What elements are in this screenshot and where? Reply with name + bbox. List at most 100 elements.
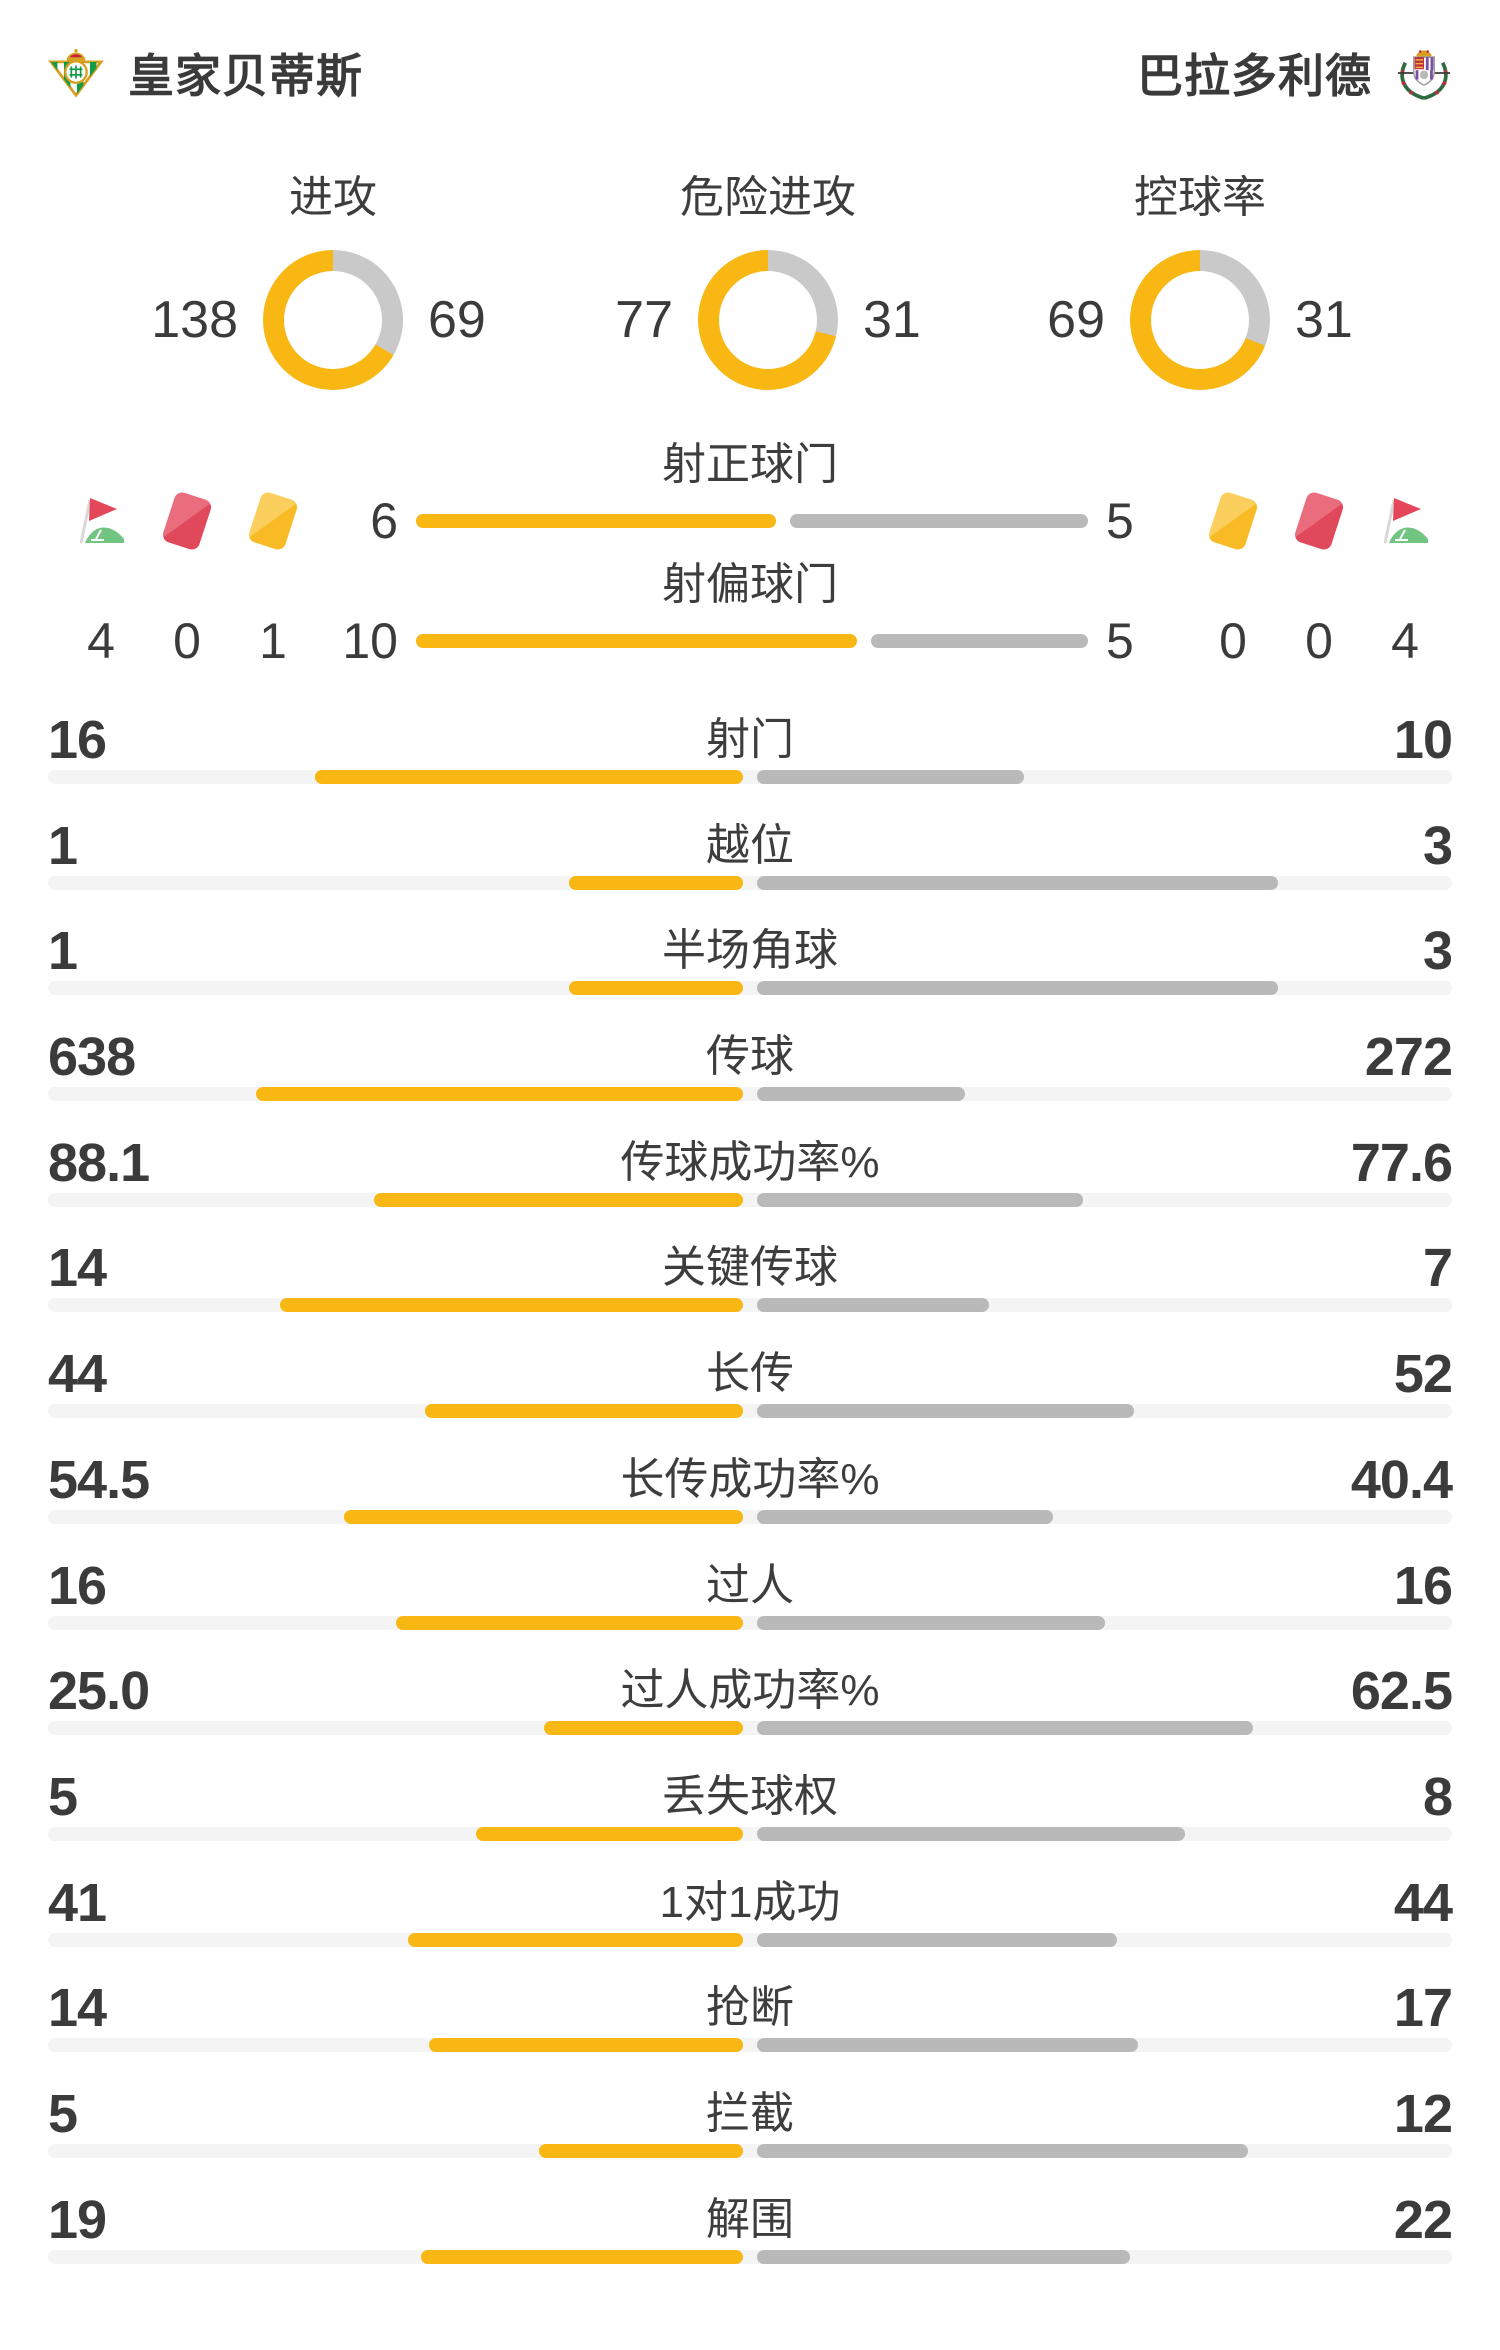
shots-on-target-bar	[416, 514, 1088, 528]
stat-label: 解围	[706, 2194, 794, 2244]
stat-row: 5 丢失球权 8	[0, 1767, 1500, 1875]
stat-label: 越位	[706, 820, 794, 870]
stat-label: 传球成功率%	[620, 1137, 880, 1187]
shots-off-target-row: 4 0 1 10 5 0 0 4	[0, 613, 1500, 669]
away-bar-segment	[757, 770, 1025, 784]
stat-away-value: 44	[1393, 1872, 1453, 1933]
stat-row: 1 半场角球 3	[0, 921, 1500, 1029]
stat-bar-track	[48, 1826, 1452, 1841]
stat-away-value: 3	[1422, 815, 1453, 876]
stat-home-value: 1	[48, 815, 78, 876]
stat-row: 54.5 长传成功率% 40.4	[0, 1450, 1500, 1558]
stat-label: 1对1成功	[659, 1877, 841, 1927]
donut-title: 进攻	[289, 173, 377, 222]
stat-away-value: 22	[1393, 2189, 1453, 2250]
stat-row: 44 长传 52	[0, 1344, 1500, 1452]
away-bar-segment	[757, 1087, 965, 1102]
stat-bar	[48, 1298, 1452, 1313]
shots-off-target-bar	[416, 634, 1088, 648]
stat-away-value: 10	[1393, 710, 1453, 770]
away-red-cards-count: 0	[1305, 613, 1333, 669]
stat-away-value: 272	[1364, 1027, 1453, 1088]
away-bar-segment	[871, 634, 1088, 648]
stat-away-value: 12	[1393, 2083, 1453, 2144]
donut-home-value: 138	[151, 291, 238, 349]
donut-chart: 危险进攻 77 31	[558, 170, 978, 390]
home-bar-segment	[343, 1509, 743, 1524]
away-bar-segment	[757, 1509, 1053, 1524]
donut-ring	[698, 250, 838, 390]
shots-on-target-home-value: 6	[370, 493, 398, 549]
away-extras-zone: 0 0 4	[1202, 613, 1456, 669]
stat-home-value: 88.1	[48, 1132, 150, 1193]
stat-row: 41 1对1成功 44	[0, 1872, 1500, 1981]
donut-away-value: 31	[863, 291, 921, 349]
stat-bar	[48, 770, 1452, 784]
stat-row: 14 抢断 17	[0, 1978, 1500, 2086]
donut-chart: 进攻 138 69	[123, 170, 543, 390]
stat-bar	[48, 2038, 1452, 2053]
stat-row: 25.0 过人成功率% 62.5	[0, 1661, 1500, 1769]
stat-bar	[48, 1087, 1452, 1102]
donut-title: 危险进攻	[680, 173, 856, 222]
donut-ring	[263, 250, 403, 390]
stat-label: 拦截	[706, 2088, 794, 2138]
stat-label: 半场角球	[662, 926, 838, 976]
away-corners-count: 4	[1391, 613, 1419, 669]
home-bar-segment	[416, 514, 776, 528]
stat-away-value: 16	[1393, 1555, 1453, 1616]
shots-off-target-label: 射偏球门	[662, 560, 838, 609]
shots-on-target-row: 6 5	[0, 490, 1500, 552]
stat-bar	[48, 2249, 1452, 2264]
donut-ring	[1130, 250, 1270, 390]
donut-home-value: 77	[615, 291, 673, 349]
stat-bar	[48, 1721, 1452, 1736]
stat-home-value: 16	[48, 1555, 107, 1616]
away-bar-segment	[757, 1615, 1105, 1630]
stat-label: 关键传球	[662, 1243, 838, 1293]
home-corners-count: 4	[87, 613, 115, 669]
away-bar-segment	[757, 2038, 1139, 2053]
home-yellow-cards-count: 1	[259, 613, 287, 669]
stat-row: 19 解围 22	[0, 2189, 1500, 2298]
home-team-crest-icon	[48, 47, 104, 99]
home-bar-segment	[475, 1826, 743, 1841]
stat-row: 16 射门 10	[0, 710, 1500, 818]
stat-row: 88.1 传球成功率% 77.6	[0, 1132, 1500, 1241]
donut-hole	[1151, 271, 1249, 369]
home-bar-segment	[429, 2038, 743, 2053]
stat-label: 丢失球权	[662, 1771, 838, 1821]
away-bar-segment	[757, 875, 1279, 890]
stat-label: 过人成功率%	[620, 1666, 880, 1716]
away-bar-segment	[757, 1298, 989, 1313]
shots-section: 射正球门 6 5	[0, 437, 1500, 669]
stat-home-value: 16	[48, 710, 107, 770]
donut-away-value: 69	[428, 291, 486, 349]
stat-row: 1 越位 3	[0, 815, 1500, 924]
stat-bar-track	[48, 1298, 1452, 1313]
home-bar-segment	[544, 1721, 743, 1736]
shots-on-target-label: 射正球门	[662, 440, 838, 489]
away-icons-zone	[1202, 490, 1456, 552]
away-team-crest-icon	[1396, 44, 1452, 102]
stat-bar	[48, 1404, 1452, 1419]
away-bar-segment	[757, 1192, 1083, 1207]
stat-home-value: 1	[48, 921, 78, 982]
stat-away-value: 17	[1393, 1978, 1453, 2039]
stat-home-value: 5	[48, 2083, 78, 2144]
away-team-name: 巴拉多利德	[1137, 50, 1372, 102]
stat-home-value: 19	[48, 2189, 107, 2250]
stat-away-value: 62.5	[1350, 1661, 1453, 1722]
stat-bar	[48, 875, 1452, 890]
home-bar-segment	[569, 875, 743, 890]
stat-home-value: 44	[48, 1344, 107, 1405]
stat-home-value: 638	[48, 1027, 136, 1088]
home-bar-segment	[255, 1087, 743, 1102]
stat-bar-track	[48, 1192, 1452, 1207]
home-bar-segment	[416, 634, 857, 648]
stat-label: 射门	[706, 715, 794, 764]
home-extras-zone: 4 0 1	[48, 613, 302, 669]
stat-home-value: 25.0	[48, 1661, 150, 1722]
home-team-name: 皇家贝蒂斯	[128, 50, 363, 102]
away-team: 巴拉多利德	[1137, 40, 1452, 106]
